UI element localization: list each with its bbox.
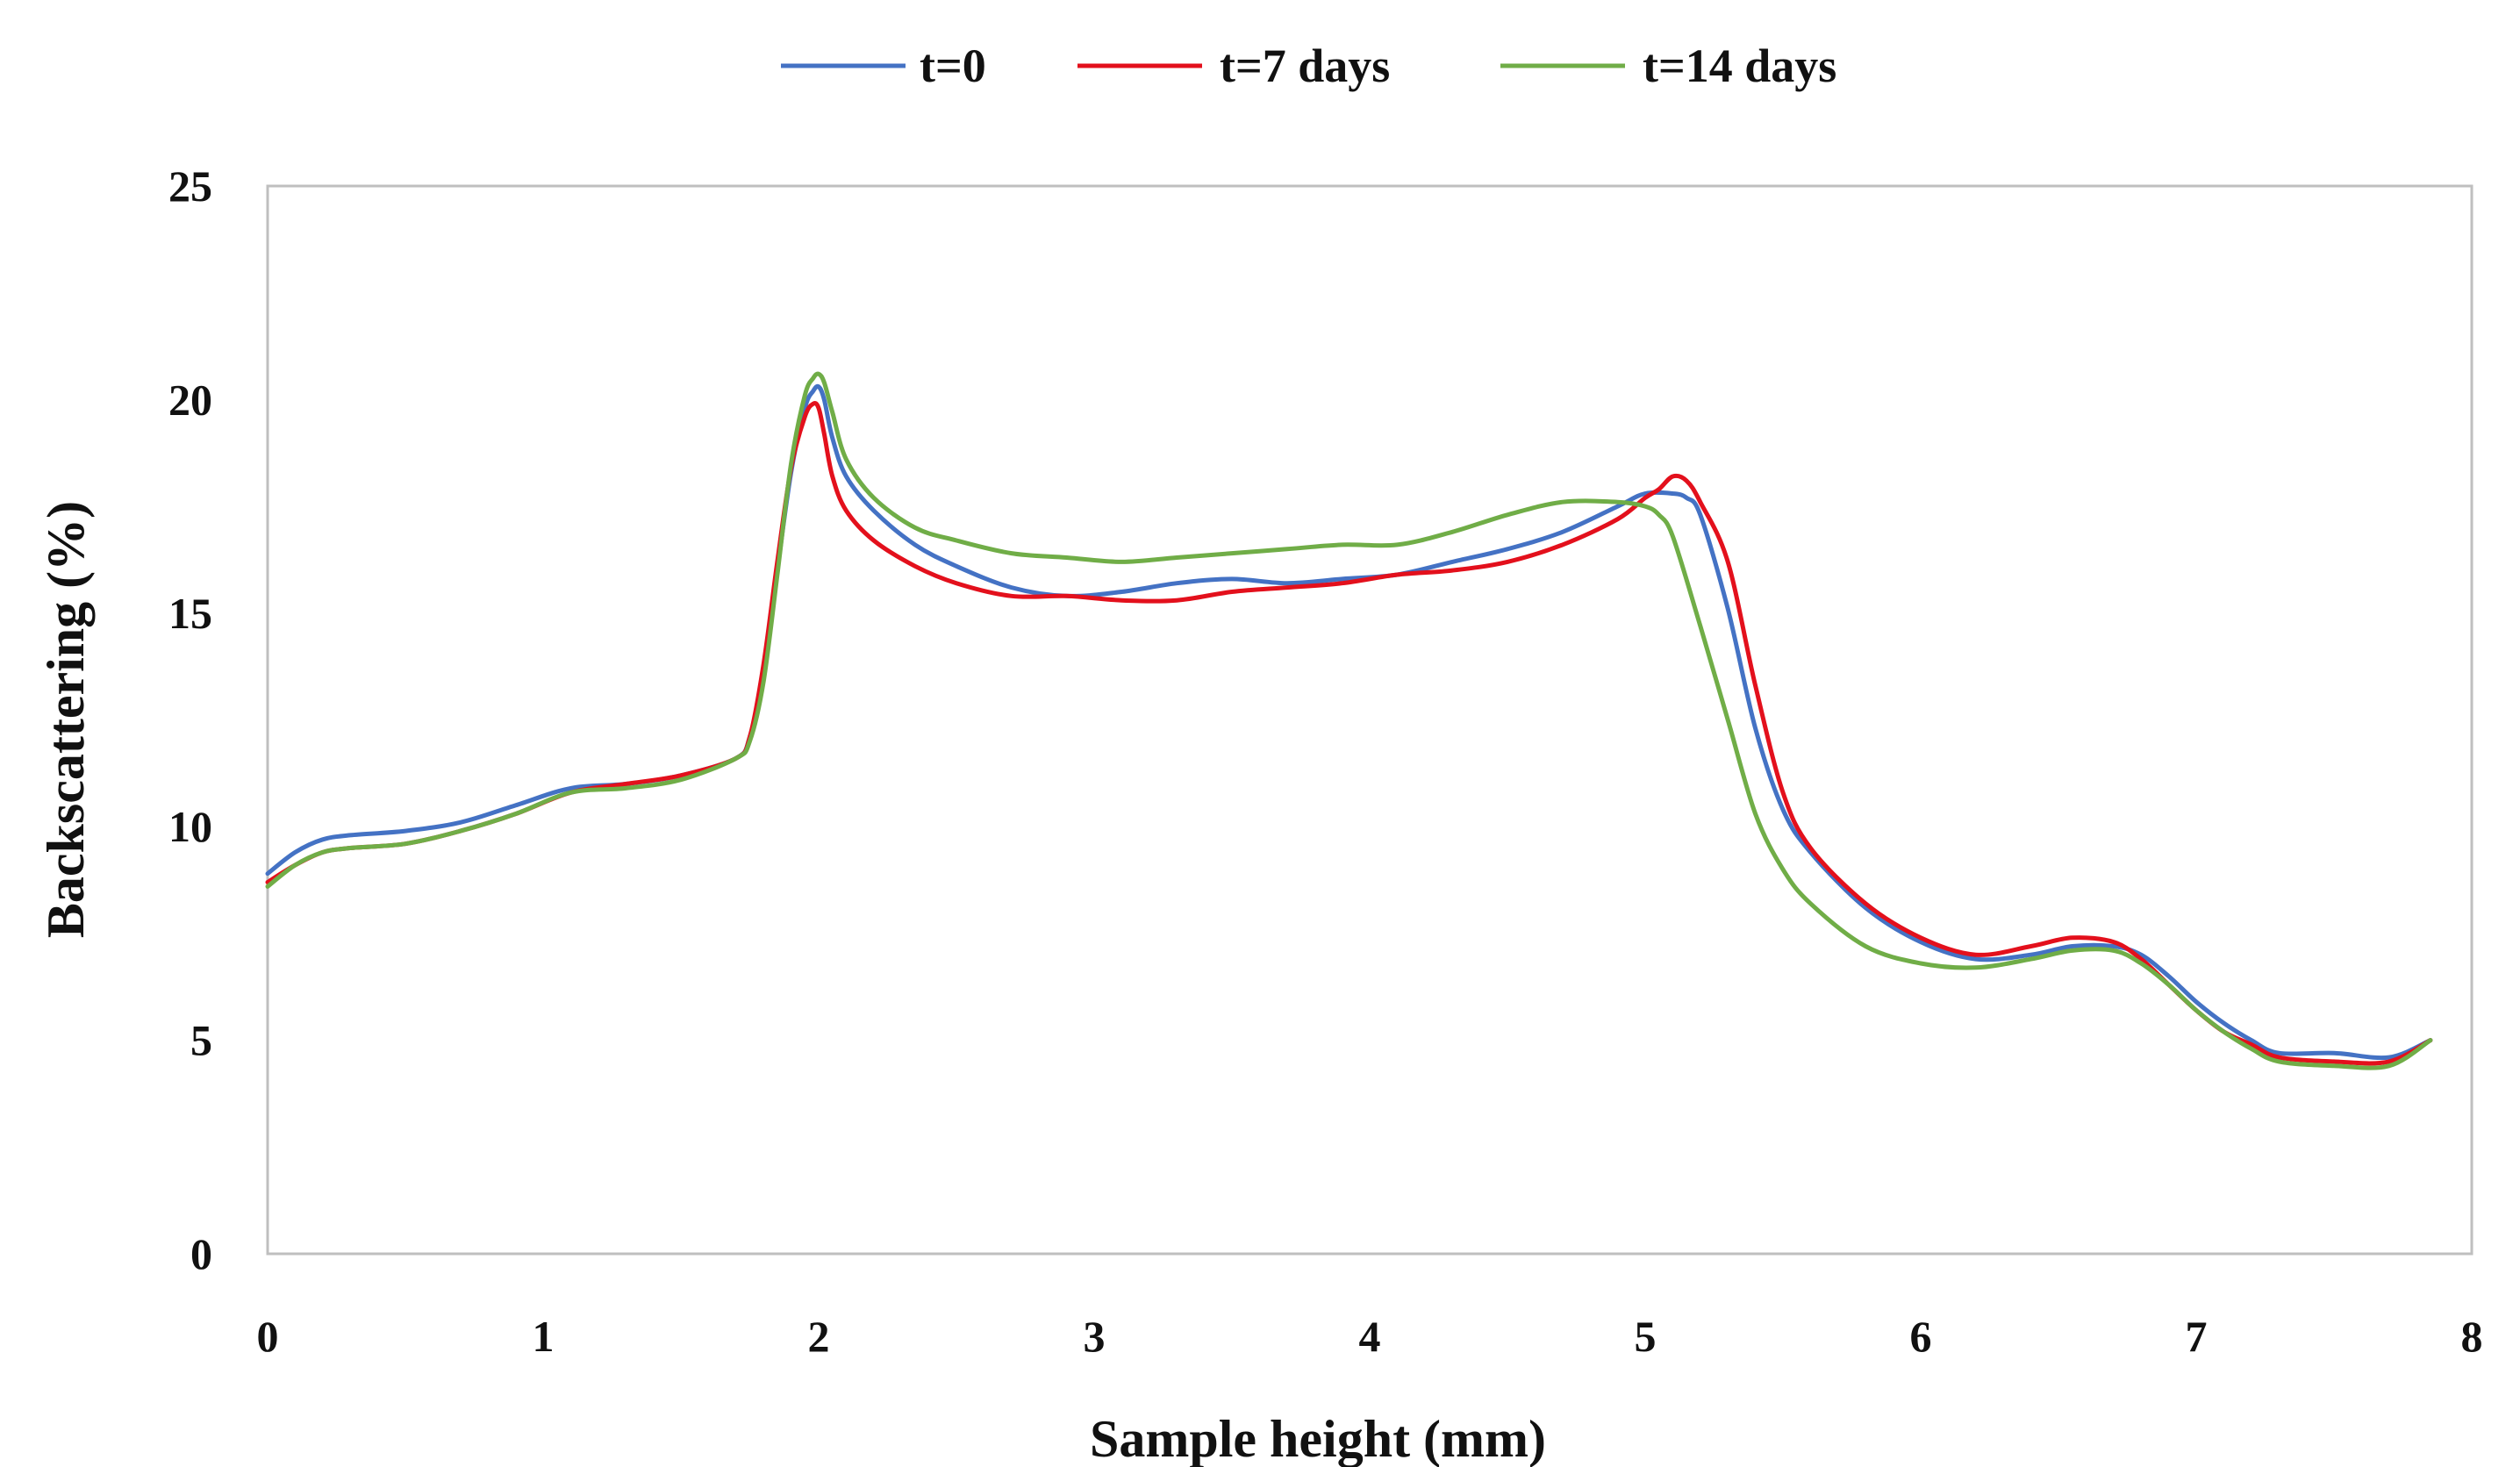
x-tick-label: 5 — [1635, 1312, 1657, 1361]
y-tick-label: 15 — [168, 589, 212, 638]
x-axis-title: Sample height (mm) — [1090, 1410, 1546, 1467]
legend: t=0 t=7 days t=14 days — [781, 39, 1836, 92]
series-line-2 — [265, 371, 2433, 1070]
y-tick-label: 0 — [190, 1229, 212, 1278]
x-axis-ticks: 0 1 2 3 4 5 6 7 8 — [257, 1312, 2483, 1361]
y-tick-label: 20 — [168, 375, 212, 424]
y-tick-label: 5 — [190, 1016, 212, 1065]
x-tick-label: 1 — [533, 1312, 555, 1361]
y-axis-ticks: 0 5 10 15 20 25 — [168, 161, 212, 1278]
x-tick-label: 0 — [257, 1312, 279, 1361]
x-tick-label: 3 — [1084, 1312, 1106, 1361]
series-layer — [265, 371, 2433, 1070]
legend-label-1: t=7 days — [1220, 39, 1390, 92]
y-axis-title: Backscattering (%) — [37, 501, 95, 938]
x-tick-label: 2 — [808, 1312, 830, 1361]
plot-area-frame — [266, 184, 2473, 1256]
series-line-1 — [265, 401, 2433, 1066]
x-tick-label: 8 — [2461, 1312, 2483, 1361]
series-line-0 — [265, 383, 2433, 1061]
y-tick-label: 25 — [168, 161, 212, 211]
legend-label-0: t=0 — [920, 39, 986, 92]
x-tick-label: 7 — [2186, 1312, 2208, 1361]
x-tick-label: 6 — [1910, 1312, 1932, 1361]
x-tick-label: 4 — [1359, 1312, 1381, 1361]
y-tick-label: 10 — [168, 802, 212, 851]
legend-label-2: t=14 days — [1643, 39, 1836, 92]
